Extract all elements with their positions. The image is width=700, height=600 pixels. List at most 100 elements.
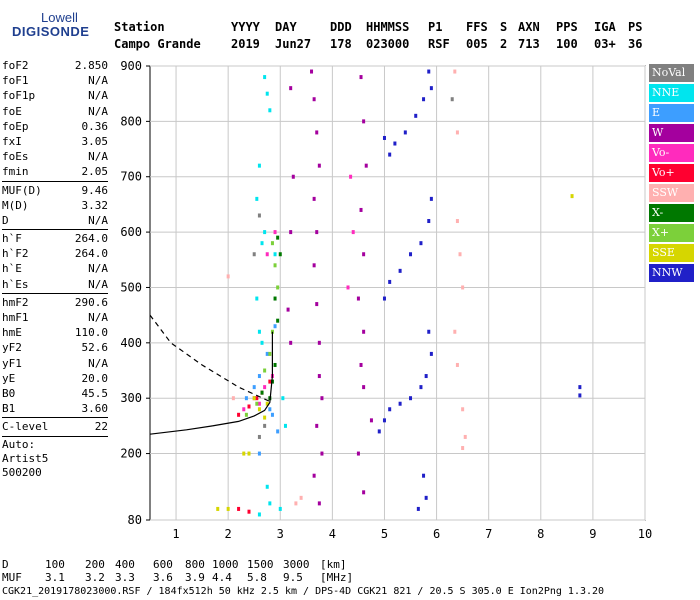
muf-value: 4.4 [212, 571, 232, 584]
param-name: h`E [2, 262, 22, 276]
data-point-nnw [388, 152, 392, 157]
data-point-nnw [424, 495, 428, 500]
data-point-x [263, 368, 267, 373]
legend-item-vo: Vo+ [649, 164, 694, 182]
muf-value: 3.2 [85, 571, 105, 584]
legend-item-ssw: SSW [649, 184, 694, 202]
param-name: hmF2 [2, 295, 29, 309]
legend-item-sse: SSE [649, 244, 694, 262]
data-point-e [270, 412, 274, 417]
header-value: 2 [500, 37, 508, 51]
data-point-nnw [427, 219, 431, 224]
x-tick-label: 9 [589, 527, 596, 541]
data-point-nnw [429, 196, 433, 201]
data-point-w [317, 163, 321, 168]
data-point-nnw [382, 135, 386, 140]
param-value: 3.60 [81, 402, 109, 416]
distance-value: 1500 [247, 558, 274, 571]
data-point-nnw [388, 279, 392, 284]
header-label: DAY [275, 20, 297, 34]
header-value: 178 [330, 37, 352, 51]
x-tick-label: 7 [485, 527, 492, 541]
data-point-w [317, 374, 321, 379]
data-point-w [359, 362, 363, 367]
data-point-ssw [458, 252, 462, 257]
data-point-w [356, 451, 360, 456]
param-name: h`F2 [2, 247, 29, 261]
data-point-nne [268, 501, 272, 506]
data-point-vo [349, 174, 353, 179]
param-separator [2, 417, 108, 419]
param-name: foF2 [2, 59, 29, 72]
profile-extrapolation [149, 314, 273, 404]
data-point-w [286, 307, 290, 312]
header-value: 005 [466, 37, 488, 51]
x-tick-label: 3 [277, 527, 284, 541]
electron-density-profile [212, 331, 273, 427]
data-point-nnw [409, 396, 413, 401]
muf-value: 9.5 [283, 571, 303, 584]
param-name: foF1p [2, 89, 36, 103]
data-point-nne [255, 196, 259, 201]
data-point-nne [255, 296, 259, 301]
param-row: foEs N/A [2, 149, 108, 164]
data-point-w [356, 296, 360, 301]
muf-label: MUF [2, 571, 22, 584]
distance-value: 3000 [283, 558, 310, 571]
param-row: foF1 N/A [2, 73, 108, 88]
data-point-nnw [419, 241, 423, 246]
data-point-x [278, 252, 282, 257]
data-point-ssw [453, 329, 457, 334]
param-value: N/A [88, 104, 108, 118]
data-point-nnw [578, 393, 582, 398]
muf-value: 3.3 [115, 571, 135, 584]
data-point-nne [265, 484, 269, 489]
header-label: HHMMSS [366, 20, 410, 34]
data-point-w [364, 163, 368, 168]
data-point-w [320, 396, 324, 401]
data-point-sse [252, 396, 256, 401]
param-value: N/A [88, 213, 108, 227]
param-separator [2, 435, 108, 437]
data-point-nne [265, 91, 269, 96]
param-row: h`Es N/A [2, 277, 108, 292]
x-tick-label: 5 [381, 527, 388, 541]
data-point-w [317, 340, 321, 345]
data-point-w [320, 451, 324, 456]
data-point-sse [265, 401, 269, 406]
param-row: foE N/A [2, 104, 108, 119]
header-value: 2019 [231, 37, 260, 51]
data-point-w [312, 263, 316, 268]
data-point-noval [257, 434, 261, 439]
param-name: B0 [2, 386, 16, 400]
data-point-noval [263, 423, 267, 428]
param-name: foF1 [2, 74, 29, 88]
header-label: AXN [518, 20, 540, 34]
y-tick-label: 500 [120, 280, 142, 294]
data-point-w [312, 97, 316, 102]
data-point-nne [283, 423, 287, 428]
data-point-ssw [455, 130, 459, 135]
data-point-x [270, 329, 274, 334]
muf-value: 3.1 [45, 571, 65, 584]
data-point-x [276, 285, 280, 290]
param-value: N/A [88, 89, 108, 103]
data-point-w [317, 501, 321, 506]
data-point-nnw [429, 351, 433, 356]
y-tick-label: 700 [120, 170, 142, 184]
autoscaling-line: Auto: [2, 437, 36, 451]
data-point-nnw [416, 506, 420, 511]
data-point-nne [257, 512, 261, 517]
param-separator [2, 292, 108, 294]
param-name: M(D) [2, 198, 29, 212]
header-label: IGA [594, 20, 616, 34]
y-tick-label: 80 [128, 513, 142, 527]
legend-item-x: X+ [649, 224, 694, 242]
x-tick-label: 4 [329, 527, 336, 541]
data-point-nnw [388, 407, 392, 412]
data-point-nnw [427, 69, 431, 74]
data-point-sse [247, 451, 251, 456]
data-point-w [362, 329, 366, 334]
header-label: YYYY [231, 20, 260, 34]
param-name: foE [2, 104, 22, 118]
